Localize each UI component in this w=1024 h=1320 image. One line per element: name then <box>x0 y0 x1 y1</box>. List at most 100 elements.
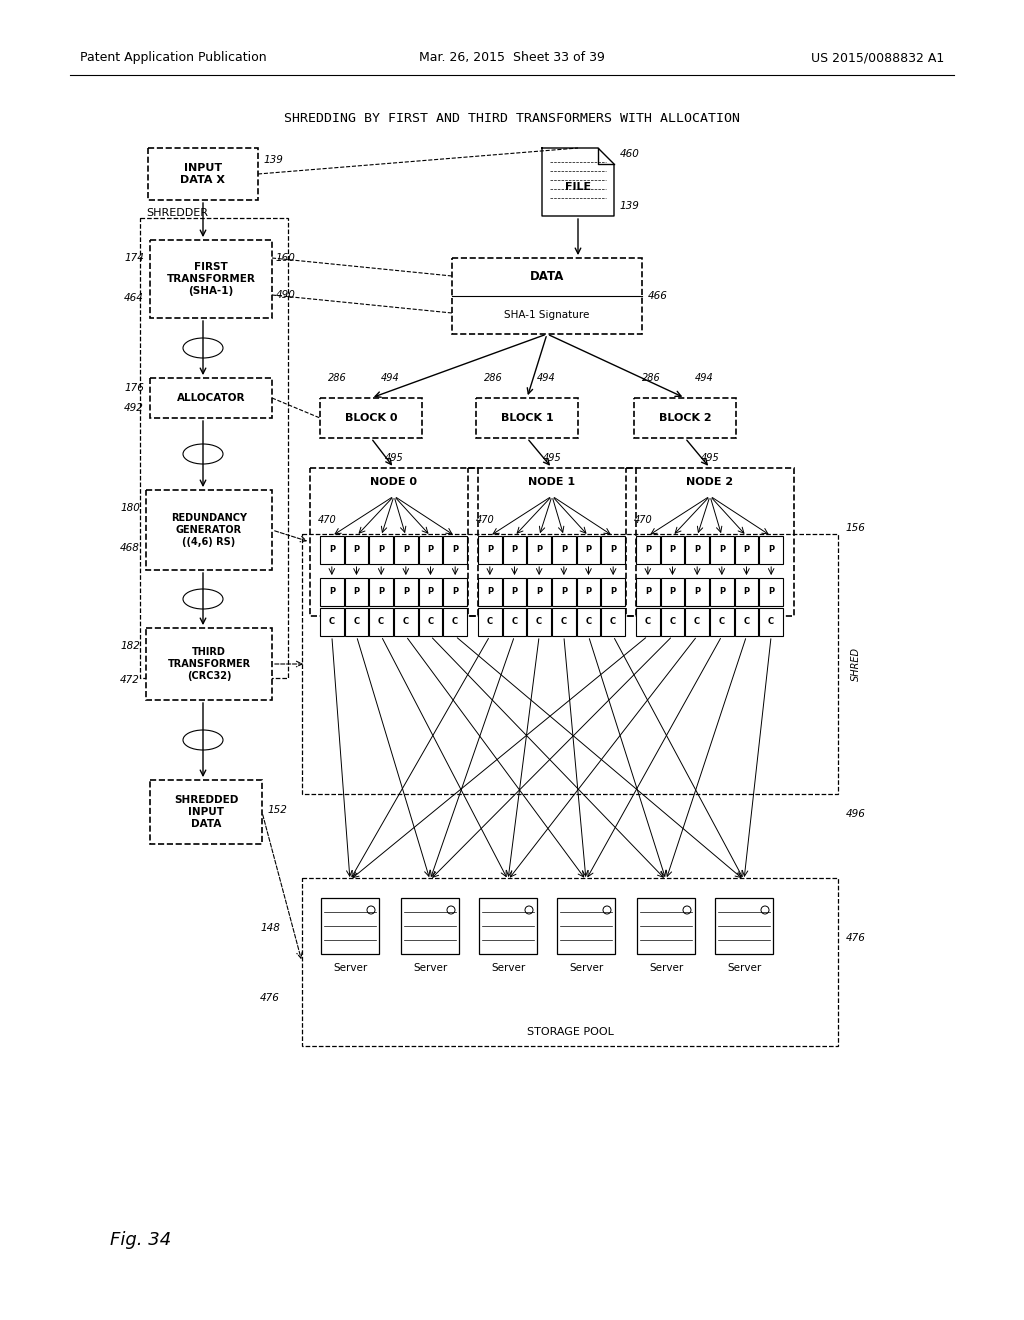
Text: 495: 495 <box>385 453 403 463</box>
Text: C: C <box>645 618 651 627</box>
Text: INPUT
DATA X: INPUT DATA X <box>180 164 225 185</box>
Bar <box>734 609 759 636</box>
Bar <box>601 578 625 606</box>
Bar <box>734 578 759 606</box>
Text: 476: 476 <box>260 993 280 1003</box>
Bar <box>626 469 794 616</box>
Bar <box>552 536 575 564</box>
Bar <box>148 148 258 201</box>
Text: NODE 2: NODE 2 <box>686 477 733 487</box>
Text: C: C <box>329 618 335 627</box>
Text: 286: 286 <box>642 374 660 383</box>
Text: C: C <box>486 618 493 627</box>
Text: 180: 180 <box>120 503 140 513</box>
Text: P: P <box>586 545 592 554</box>
Bar <box>760 609 783 636</box>
Text: C: C <box>511 618 517 627</box>
Text: Fig. 34: Fig. 34 <box>110 1232 171 1249</box>
Bar <box>527 578 551 606</box>
Bar <box>419 536 442 564</box>
Text: 468: 468 <box>120 543 140 553</box>
Text: BLOCK 2: BLOCK 2 <box>658 413 712 422</box>
Bar <box>552 578 575 606</box>
Bar <box>577 609 600 636</box>
Text: 460: 460 <box>620 149 640 158</box>
Bar <box>527 536 551 564</box>
Bar <box>310 469 478 616</box>
Text: P: P <box>743 545 750 554</box>
Text: P: P <box>329 587 335 597</box>
Text: 156: 156 <box>846 523 866 533</box>
Bar <box>601 609 625 636</box>
Text: P: P <box>719 587 725 597</box>
Text: 139: 139 <box>264 154 284 165</box>
Text: P: P <box>610 545 616 554</box>
Bar <box>637 898 695 954</box>
Text: C: C <box>378 618 384 627</box>
Text: 494: 494 <box>381 374 400 383</box>
Text: 494: 494 <box>538 374 556 383</box>
Text: C: C <box>561 618 567 627</box>
Bar <box>370 536 393 564</box>
Bar <box>685 578 709 606</box>
Text: DATA: DATA <box>529 271 564 284</box>
Bar <box>557 898 615 954</box>
Text: NODE 0: NODE 0 <box>371 477 418 487</box>
Text: 472: 472 <box>120 675 140 685</box>
Text: BLOCK 1: BLOCK 1 <box>501 413 553 422</box>
Text: SHREDDER: SHREDDER <box>146 209 208 218</box>
Bar <box>319 399 422 438</box>
Text: P: P <box>453 587 458 597</box>
Text: P: P <box>743 587 750 597</box>
Bar <box>478 536 502 564</box>
Text: P: P <box>511 587 517 597</box>
Text: C: C <box>768 618 774 627</box>
Text: C: C <box>402 618 409 627</box>
Text: P: P <box>694 587 700 597</box>
Bar <box>443 578 467 606</box>
Text: P: P <box>561 587 567 597</box>
Bar <box>345 578 369 606</box>
Bar <box>419 578 442 606</box>
Text: 494: 494 <box>695 374 714 383</box>
Bar <box>715 898 773 954</box>
Bar <box>634 399 736 438</box>
Text: P: P <box>329 545 335 554</box>
Bar <box>319 578 344 606</box>
Bar <box>419 609 442 636</box>
Bar <box>710 578 733 606</box>
Bar <box>321 898 379 954</box>
Bar <box>685 536 709 564</box>
Bar <box>401 898 459 954</box>
Text: P: P <box>670 587 676 597</box>
Bar <box>150 378 272 418</box>
Text: P: P <box>427 587 433 597</box>
Text: C: C <box>586 618 592 627</box>
Text: 470: 470 <box>318 515 337 525</box>
Bar <box>345 536 369 564</box>
Text: 495: 495 <box>543 453 561 463</box>
Bar <box>302 878 838 1045</box>
Text: SHA-1 Signature: SHA-1 Signature <box>504 310 590 319</box>
Text: P: P <box>768 587 774 597</box>
Bar <box>636 609 659 636</box>
Text: P: P <box>353 545 359 554</box>
Text: Patent Application Publication: Patent Application Publication <box>80 51 266 65</box>
Text: FILE: FILE <box>565 182 591 191</box>
Text: C: C <box>610 618 616 627</box>
Text: P: P <box>610 587 616 597</box>
Text: 176: 176 <box>124 383 144 393</box>
Text: Server: Server <box>569 962 603 973</box>
Text: 476: 476 <box>846 933 866 942</box>
Bar <box>636 578 659 606</box>
Text: 490: 490 <box>276 290 296 300</box>
Bar <box>140 218 288 678</box>
Text: REDUNDANCY
GENERATOR
((4,6) RS): REDUNDANCY GENERATOR ((4,6) RS) <box>171 513 247 546</box>
Bar <box>503 536 526 564</box>
Text: 492: 492 <box>124 403 144 413</box>
Text: 286: 286 <box>328 374 347 383</box>
Bar <box>503 578 526 606</box>
Bar <box>146 628 272 700</box>
Text: P: P <box>402 545 409 554</box>
Text: Server: Server <box>333 962 368 973</box>
